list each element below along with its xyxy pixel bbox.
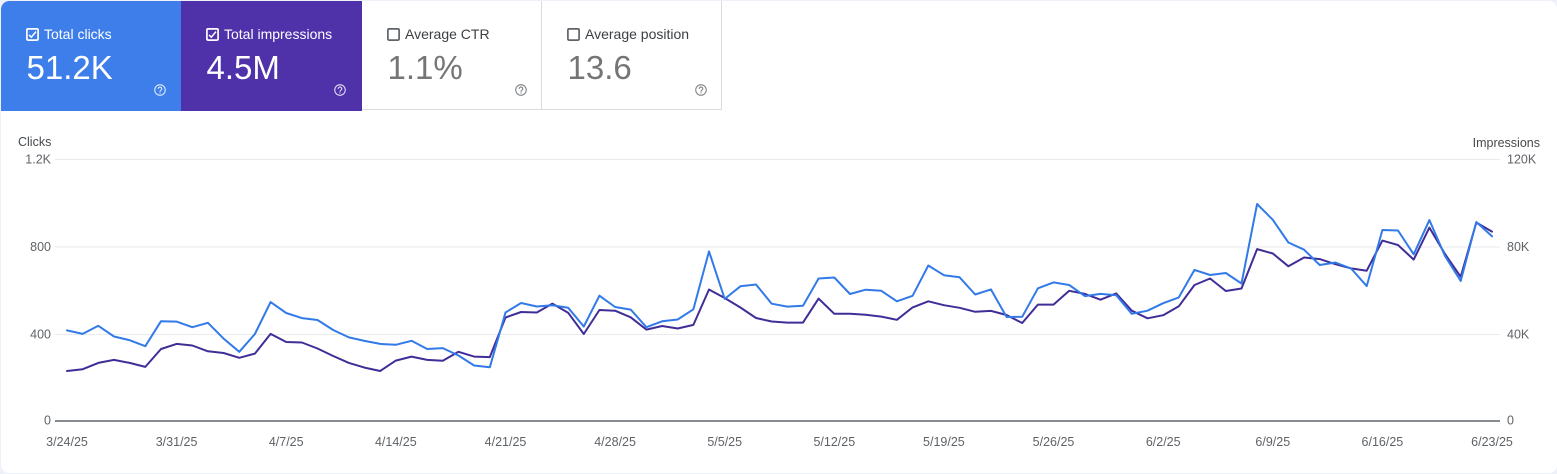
svg-text:5/26/25: 5/26/25 (1032, 435, 1074, 449)
svg-text:3/31/25: 3/31/25 (155, 435, 197, 449)
svg-text:400: 400 (30, 327, 51, 341)
svg-text:800: 800 (30, 240, 51, 254)
svg-text:Impressions: Impressions (1472, 136, 1539, 150)
svg-text:4/21/25: 4/21/25 (484, 435, 526, 449)
svg-text:5/19/25: 5/19/25 (923, 435, 965, 449)
svg-text:4/7/25: 4/7/25 (268, 435, 303, 449)
svg-text:6/23/25: 6/23/25 (1471, 435, 1513, 449)
svg-text:0: 0 (44, 413, 51, 427)
svg-text:3/24/25: 3/24/25 (46, 435, 88, 449)
svg-text:80K: 80K (1507, 240, 1530, 254)
svg-text:4/28/25: 4/28/25 (594, 435, 636, 449)
svg-text:5/5/25: 5/5/25 (707, 435, 742, 449)
svg-text:6/9/25: 6/9/25 (1255, 435, 1290, 449)
svg-text:5/12/25: 5/12/25 (813, 435, 855, 449)
svg-text:40K: 40K (1507, 327, 1530, 341)
svg-text:6/16/25: 6/16/25 (1361, 435, 1403, 449)
svg-text:0: 0 (1507, 413, 1514, 427)
svg-text:4/14/25: 4/14/25 (374, 435, 416, 449)
svg-text:Clicks: Clicks (18, 135, 51, 149)
svg-text:6/2/25: 6/2/25 (1145, 435, 1180, 449)
svg-text:120K: 120K (1507, 152, 1537, 166)
svg-text:1.2K: 1.2K (25, 152, 51, 166)
